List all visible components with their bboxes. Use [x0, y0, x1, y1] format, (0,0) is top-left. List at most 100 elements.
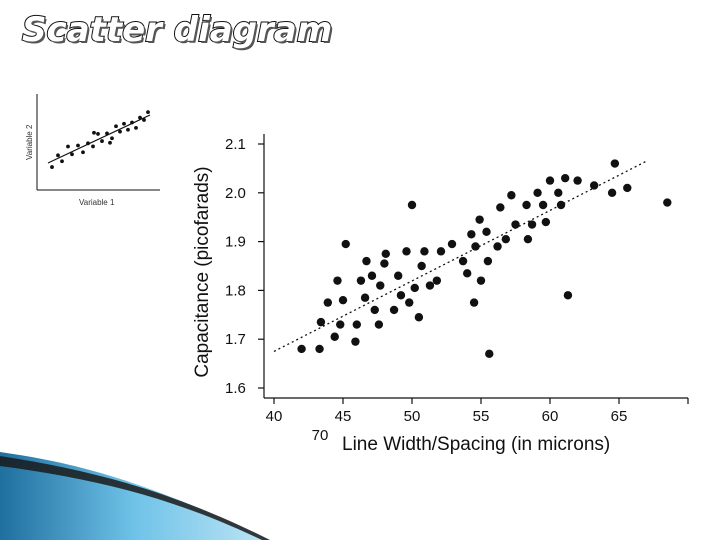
data-point: [623, 183, 632, 193]
mini-data-point: [142, 118, 146, 122]
data-point: [410, 283, 419, 293]
data-point: [501, 234, 511, 244]
data-point: [414, 313, 424, 322]
mini-data-point: [118, 129, 122, 134]
data-point: [463, 269, 472, 278]
mini-xlabel: Variable 1: [79, 198, 115, 207]
data-point: [407, 200, 417, 210]
mini-data-point: [100, 139, 104, 143]
data-point: [483, 256, 493, 266]
data-point: [402, 247, 411, 256]
data-point: [607, 188, 617, 197]
data-point: [396, 291, 406, 300]
data-point: [316, 317, 326, 327]
data-point: [493, 242, 502, 251]
data-point: [523, 234, 533, 244]
data-point: [573, 176, 582, 185]
mini-data-point: [81, 150, 85, 155]
data-point: [381, 249, 390, 258]
mini-data-point: [146, 110, 150, 115]
data-point: [370, 305, 379, 315]
data-point: [475, 215, 484, 224]
data-point: [420, 247, 429, 256]
data-point: [610, 159, 620, 168]
data-point: [447, 239, 457, 249]
mini-data-point: [114, 124, 118, 129]
data-point: [432, 276, 442, 285]
data-point: [367, 271, 377, 280]
mini-data-point: [70, 152, 74, 157]
trend-line: [273, 160, 647, 352]
mini-data-point: [138, 115, 142, 120]
x-tick-label: 50: [404, 408, 421, 425]
data-point: [436, 247, 446, 256]
data-point: [394, 271, 403, 280]
mini-data-point: [86, 141, 90, 146]
mini-ylabel: Variable 2: [25, 124, 34, 160]
data-point: [467, 230, 476, 239]
x-tick-label: 70: [312, 427, 329, 444]
mini-data-point: [91, 144, 95, 149]
x-tick-label: 60: [542, 408, 559, 425]
data-point: [297, 344, 306, 354]
data-point: [333, 276, 342, 285]
mini-data-point: [76, 143, 80, 148]
data-point: [323, 298, 333, 307]
data-point: [380, 259, 389, 268]
data-point: [560, 173, 570, 183]
mini-data-point: [126, 127, 130, 132]
y-tick-label: 1.7: [225, 331, 246, 348]
mini-data-point: [96, 132, 100, 136]
data-point: [458, 256, 468, 266]
data-point: [315, 344, 324, 354]
data-point: [352, 320, 361, 329]
data-point: [362, 256, 371, 266]
data-point: [482, 227, 491, 237]
mini-data-point: [108, 140, 112, 145]
data-point: [556, 200, 566, 210]
data-point: [338, 295, 348, 305]
x-axis-label: Line Width/Spacing (in microns): [342, 434, 610, 455]
data-point: [417, 261, 426, 271]
y-tick-label: 1.8: [225, 282, 246, 299]
data-point: [389, 305, 399, 315]
mini-data-point: [134, 125, 138, 130]
data-point: [538, 200, 548, 210]
x-tick-label: 45: [335, 408, 352, 425]
mini-data-point: [110, 136, 114, 141]
slide-title: Scatter diagram: [21, 9, 333, 51]
mini-data-point: [130, 120, 134, 125]
data-point: [589, 181, 599, 190]
mini-data-point: [66, 144, 70, 149]
y-tick-label: 1.6: [225, 380, 246, 397]
data-point: [522, 200, 531, 210]
x-tick-label: 65: [611, 408, 628, 425]
data-point: [471, 242, 480, 251]
data-point: [527, 220, 537, 229]
x-tick-label: 55: [473, 408, 490, 425]
data-point: [425, 281, 435, 290]
data-point: [405, 298, 414, 307]
data-point: [476, 276, 486, 285]
mini-data-point: [105, 131, 109, 136]
data-point: [351, 337, 360, 346]
data-point: [507, 191, 516, 200]
mini-data-point: [56, 153, 60, 158]
data-point: [341, 239, 350, 249]
data-point: [336, 320, 345, 329]
mini-data-point: [122, 121, 126, 126]
data-point: [330, 332, 339, 341]
mini-data-point: [60, 159, 64, 164]
y-tick-label: 1.9: [225, 234, 246, 251]
data-point: [563, 291, 573, 300]
data-point: [374, 320, 384, 329]
data-point: [541, 217, 551, 227]
data-point: [485, 349, 494, 359]
mini-data-point: [50, 165, 54, 169]
data-point: [533, 188, 542, 197]
data-point: [511, 220, 520, 229]
data-point: [663, 198, 672, 207]
data-point: [554, 188, 563, 197]
x-tick-label: 40: [266, 408, 283, 425]
y-axis-label: Capacitance (picofarads): [192, 166, 213, 377]
